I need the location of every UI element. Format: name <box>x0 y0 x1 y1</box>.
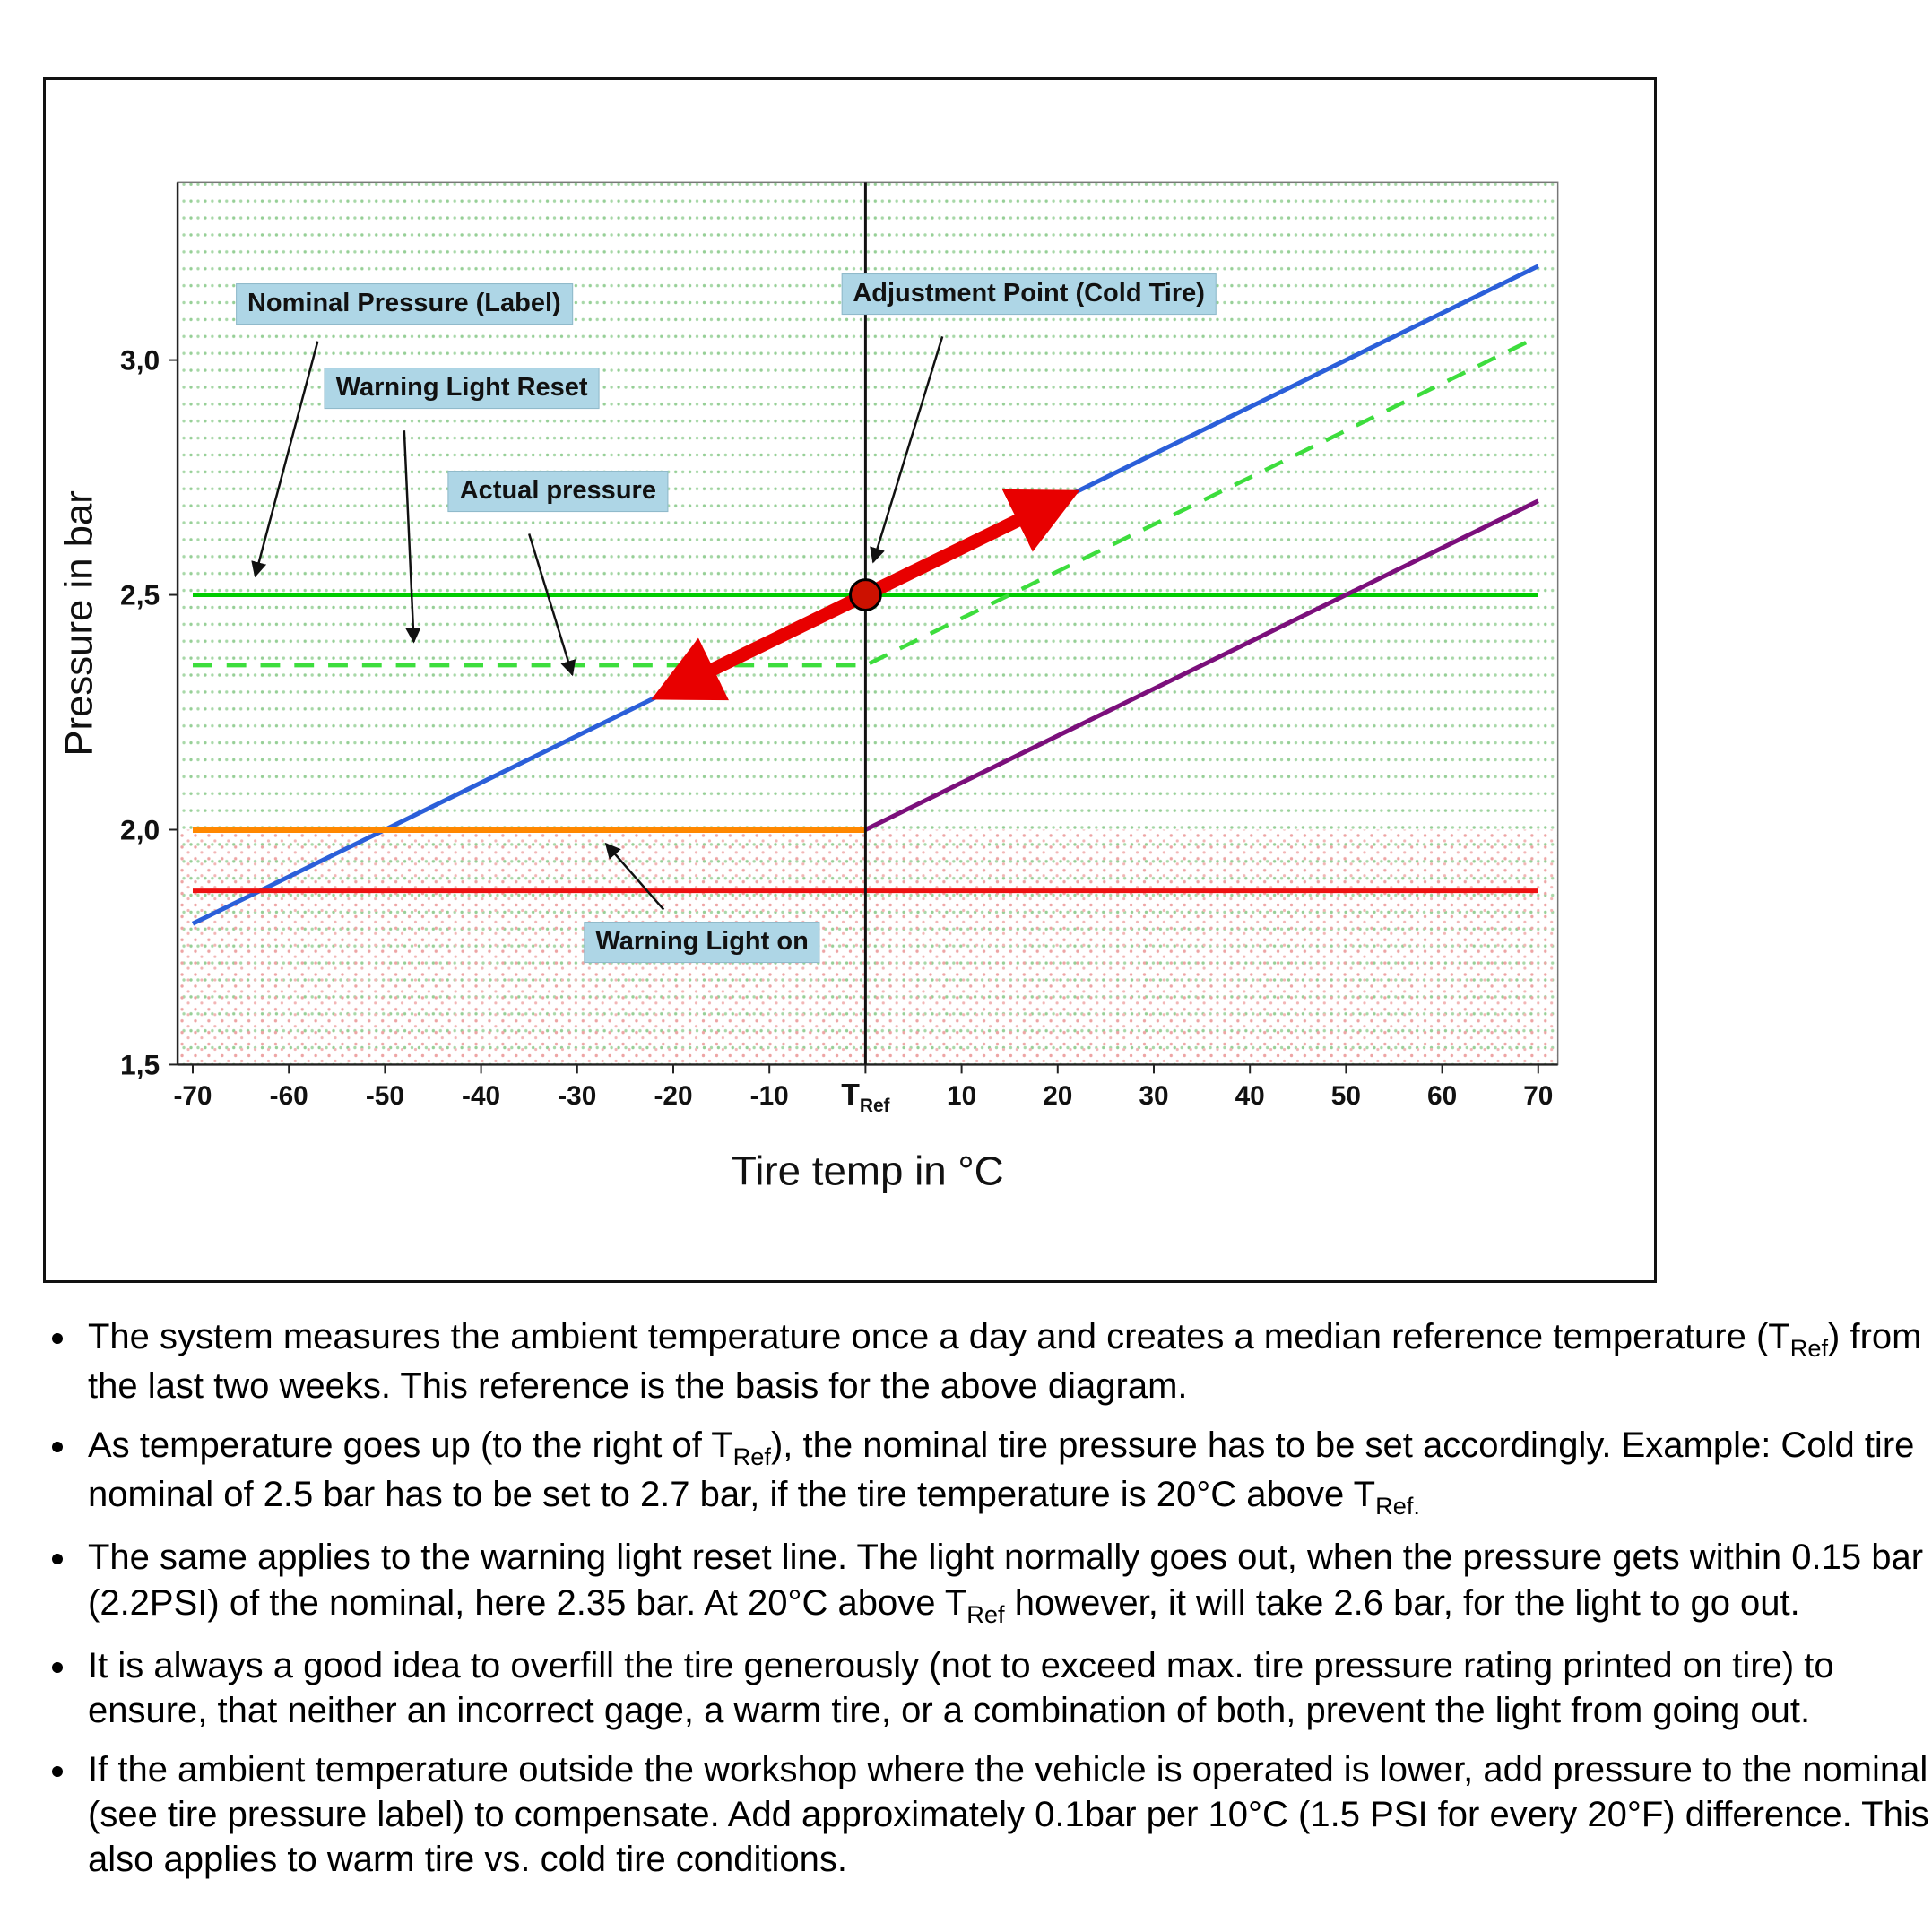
note-bullet: The same applies to the warning light re… <box>79 1535 1932 1630</box>
x-tick-label: -40 <box>462 1081 500 1111</box>
y-tick-label: 1,5 <box>120 1048 160 1080</box>
annotation-arrow <box>528 533 576 677</box>
warm-side-threshold-line <box>864 498 1539 832</box>
note-bullet: It is always a good idea to overfill the… <box>79 1643 1932 1734</box>
x-tick-label: 70 <box>1523 1081 1553 1111</box>
note-bullet: The system measures the ambient temperat… <box>79 1314 1932 1409</box>
y-axis-title: Pressure in bar <box>57 490 101 756</box>
x-tick-label: 10 <box>947 1081 976 1111</box>
x-tick-label: -10 <box>750 1081 789 1111</box>
chart-frame: -70 -60 -50 -40 -30 -20 -10 TRef 10 20 30 40 50 60 70 1… <box>43 77 1657 1283</box>
annotation-arrow <box>870 336 944 564</box>
chart-plot-area: -70 -60 -50 -40 -30 -20 -10 TRef 10 20 30 40 50 60 70 1… <box>57 181 1559 1194</box>
x-tick-label: -20 <box>654 1081 692 1111</box>
annotation-arrow <box>251 341 319 578</box>
note-bullet: As temperature goes up (to the right of … <box>79 1423 1932 1522</box>
annotation-arrow <box>403 430 421 644</box>
annotation-arrow <box>604 842 665 911</box>
x-tick-label: 50 <box>1331 1081 1361 1111</box>
x-axis-title: Tire temp in °C <box>732 1148 1004 1194</box>
x-tick-label: 30 <box>1139 1081 1168 1111</box>
x-tick-label: -30 <box>558 1081 596 1111</box>
y-tick-label: 2,0 <box>120 813 160 845</box>
x-tick-label: -70 <box>173 1081 212 1111</box>
y-tick-label: 3,0 <box>120 344 160 377</box>
notes-list: The system measures the ambient temperat… <box>27 1314 1932 1896</box>
x-tick-label: -50 <box>366 1081 404 1111</box>
x-tick-label-tref: TRef <box>841 1078 889 1116</box>
x-tick-label: 20 <box>1043 1081 1072 1111</box>
x-tick-label: 60 <box>1427 1081 1457 1111</box>
adjustment-point-marker <box>849 578 882 611</box>
y-tick-label: 2,5 <box>120 578 160 611</box>
x-tick-label: 40 <box>1235 1081 1265 1111</box>
grid-stipple-pink <box>178 829 1558 1065</box>
note-bullet: If the ambient temperature outside the w… <box>79 1747 1932 1883</box>
tire-pressure-temperature-chart: -70 -60 -50 -40 -30 -20 -10 TRef 10 20 30 40 50 60 70 1… <box>57 181 1559 1194</box>
x-tick-label: -60 <box>270 1081 308 1111</box>
